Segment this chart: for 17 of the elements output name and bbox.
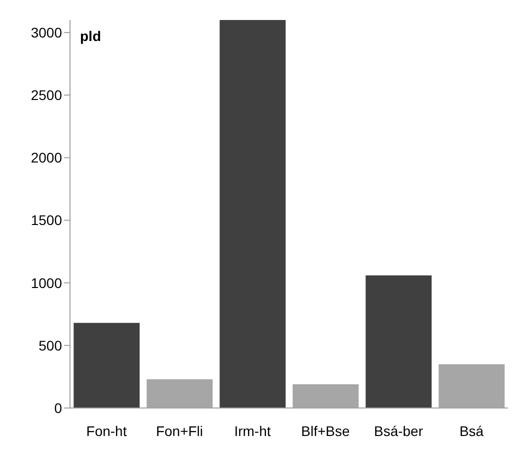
y-tick-label: 1000 [30,274,62,291]
x-tick-label: Irm-ht [234,422,271,439]
annotation: pld [80,28,101,44]
y-tick-label: 500 [38,337,62,354]
x-tick-label: Bsá [459,422,484,439]
bar [220,20,286,408]
y-tick-label: 2500 [30,87,62,104]
x-tick-label: Fon-ht [86,422,127,439]
x-tick-label: Bsá-ber [374,422,424,439]
bar [74,322,140,408]
y-tick-label: 3000 [30,24,62,40]
y-tick-label: 2000 [30,150,62,166]
y-tick-label: 1500 [30,212,62,228]
x-tick-label: Fon+Fli [156,422,204,439]
y-tick-label: 0 [54,400,62,416]
x-tick-label: Blf+Bse [301,422,350,439]
bar [366,275,432,408]
